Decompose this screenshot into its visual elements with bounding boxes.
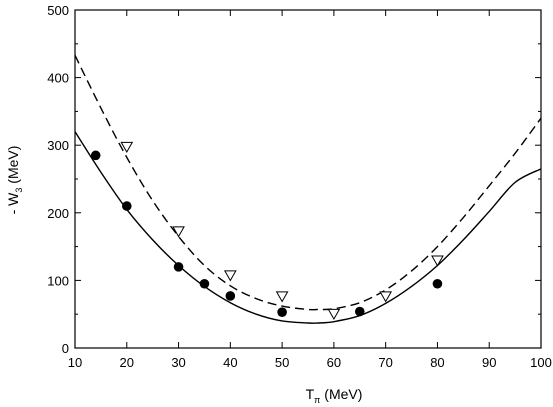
x-axis-label: Tπ (MeV) — [306, 386, 363, 405]
data-point-filled-circle — [432, 278, 443, 289]
y-tick-label: 400 — [47, 71, 69, 86]
data-point-open-triangle — [120, 141, 134, 154]
x-tick-label: 40 — [223, 355, 237, 370]
x-axis-label-main: T — [306, 386, 315, 402]
y-tick-label: 100 — [47, 273, 69, 288]
x-tick-label: 70 — [378, 355, 392, 370]
x-tick-label: 10 — [68, 355, 82, 370]
data-point-open-triangle — [327, 308, 341, 321]
solid-curve — [74, 131, 542, 324]
y-axis-label-main: - W — [5, 192, 21, 215]
x-tick-label: 60 — [327, 355, 341, 370]
y-tick-label: 200 — [47, 206, 69, 221]
plot-frame — [74, 9, 542, 349]
data-point-open-triangle — [275, 291, 289, 303]
ticks-layer: 10 20 30 40 50 60 70 80 90 100 0 100 200 300 400 500 — [47, 3, 552, 370]
x-tick-label: 80 — [430, 355, 444, 370]
x-axis-label-subscript: π — [314, 395, 320, 405]
data-point-open-triangle — [223, 270, 237, 282]
points-layer — [90, 141, 444, 321]
data-point-filled-circle — [354, 306, 365, 317]
data-point-filled-circle — [277, 307, 287, 317]
dashed-curve — [74, 54, 542, 311]
y-axis-label-unit: (MeV) — [5, 146, 21, 188]
y-axis-label: - W3 (MeV) — [5, 146, 24, 215]
data-point-filled-circle — [199, 278, 210, 289]
data-point-filled-circle — [225, 291, 236, 301]
data-point-filled-circle — [173, 262, 184, 272]
x-tick-label: 30 — [171, 355, 185, 370]
y-tick-label: 0 — [62, 341, 69, 356]
x-tick-label: 20 — [120, 355, 134, 370]
y-axis-label-subscript: 3 — [14, 188, 24, 193]
data-point-open-triangle — [379, 291, 393, 303]
data-point-open-triangle — [172, 226, 185, 238]
x-axis-label-unit: (MeV) — [320, 386, 362, 402]
x-tick-label: 100 — [530, 355, 552, 370]
data-point-open-triangle — [431, 255, 444, 267]
lines-layer — [74, 54, 542, 324]
data-point-filled-circle — [121, 201, 132, 211]
y-tick-label: 500 — [47, 3, 69, 18]
y-tick-label: 300 — [47, 138, 69, 153]
x-tick-label: 50 — [275, 355, 289, 370]
data-point-filled-circle — [90, 150, 101, 161]
x-tick-label: 90 — [482, 355, 496, 370]
